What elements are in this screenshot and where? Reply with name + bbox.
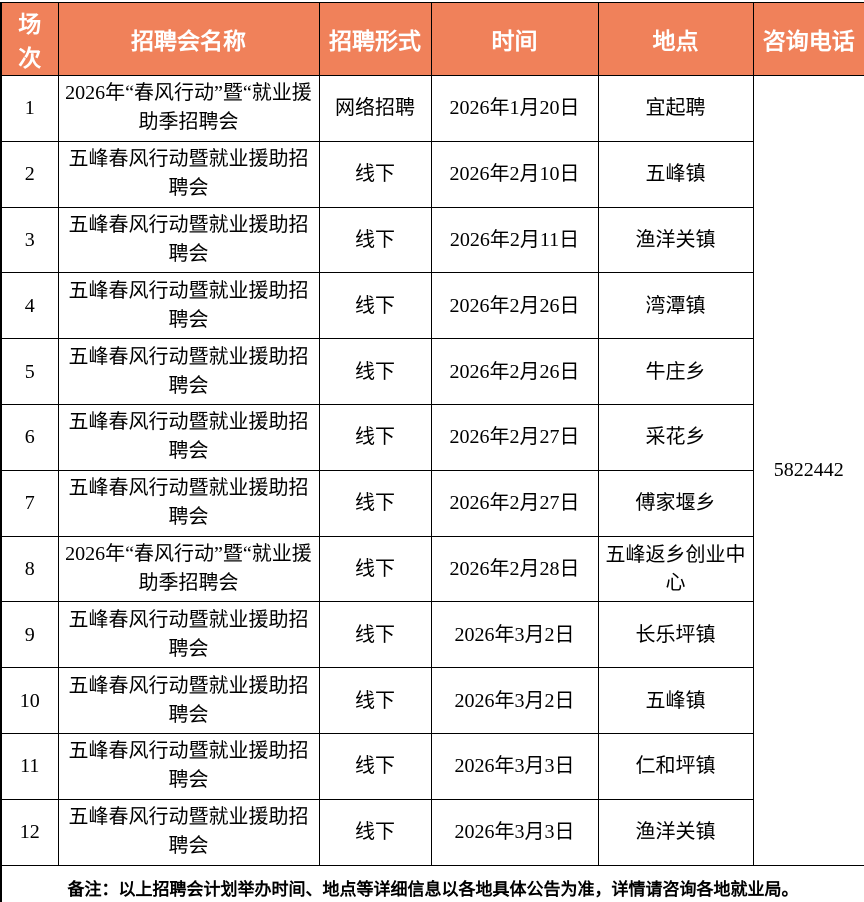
- note-text: 备注：以上招聘会计划举办时间、地点等详细信息以各地具体公告为准，详情请咨询各地就…: [0, 864, 864, 902]
- cell-recruit-form: 线下: [318, 338, 432, 405]
- cell-date: 2026年3月3日: [430, 732, 599, 800]
- cell-fair-name: 五峰春风行动暨就业援助招聘会: [57, 469, 320, 537]
- table-row: 2 五峰春风行动暨就业援助招聘会 线下 2026年2月10日 五峰镇: [0, 140, 864, 208]
- cell-fair-name: 2026年“春风行动”暨“就业援助季招聘会: [57, 75, 320, 142]
- cell-recruit-form: 线下: [318, 206, 432, 274]
- cell-date: 2026年2月26日: [430, 338, 599, 405]
- table-footer: 备注：以上招聘会计划举办时间、地点等详细信息以各地具体公告为准，详情请咨询各地就…: [0, 864, 864, 902]
- cell-date: 2026年3月2日: [430, 667, 599, 734]
- table-row: 8 2026年“春风行动”暨“就业援助季招聘会 线下 2026年2月28日 五峰…: [0, 535, 864, 603]
- cell-date: 2026年3月2日: [430, 601, 599, 669]
- cell-date: 2026年2月27日: [430, 469, 599, 537]
- cell-date: 2026年2月26日: [430, 272, 599, 340]
- cell-date: 2026年3月3日: [430, 798, 599, 866]
- cell-seq: 7: [0, 469, 59, 537]
- cell-recruit-form: 线下: [318, 403, 432, 471]
- table-row: 5 五峰春风行动暨就业援助招聘会 线下 2026年2月26日 牛庄乡: [0, 338, 864, 405]
- cell-recruit-form: 网络招聘: [318, 75, 432, 142]
- cell-date: 2026年2月27日: [430, 403, 599, 471]
- cell-date: 2026年2月10日: [430, 140, 599, 208]
- cell-fair-name: 五峰春风行动暨就业援助招聘会: [57, 272, 320, 340]
- cell-seq: 5: [0, 338, 59, 405]
- cell-recruit-form: 线下: [318, 469, 432, 537]
- cell-seq: 1: [0, 75, 59, 142]
- cell-date: 2026年2月28日: [430, 535, 599, 603]
- cell-date: 2026年1月20日: [430, 75, 599, 142]
- table-row: 12 五峰春风行动暨就业援助招聘会 线下 2026年3月3日 渔洋关镇: [0, 798, 864, 866]
- cell-fair-name: 五峰春风行动暨就业援助招聘会: [57, 403, 320, 471]
- cell-place: 五峰镇: [597, 667, 754, 734]
- cell-fair-name: 2026年“春风行动”暨“就业援助季招聘会: [57, 535, 320, 603]
- cell-seq: 8: [0, 535, 59, 603]
- cell-recruit-form: 线下: [318, 272, 432, 340]
- table-header: 场次 招聘会名称 招聘形式 时间 地点 咨询电话: [0, 2, 864, 76]
- header-location: 地点: [597, 2, 754, 76]
- cell-recruit-form: 线下: [318, 798, 432, 866]
- cell-place: 五峰返乡创业中心: [597, 535, 754, 603]
- header-time: 时间: [430, 2, 599, 76]
- cell-fair-name: 五峰春风行动暨就业援助招聘会: [57, 732, 320, 800]
- cell-fair-name: 五峰春风行动暨就业援助招聘会: [57, 338, 320, 405]
- table-row: 1 2026年“春风行动”暨“就业援助季招聘会 网络招聘 2026年1月20日 …: [0, 75, 864, 866]
- cell-fair-name: 五峰春风行动暨就业援助招聘会: [57, 798, 320, 866]
- cell-recruit-form: 线下: [318, 732, 432, 800]
- cell-seq: 6: [0, 403, 59, 471]
- cell-recruit-form: 线下: [318, 535, 432, 603]
- header-session: 场次: [0, 2, 59, 76]
- cell-seq: 2: [0, 140, 59, 208]
- note-row: 备注：以上招聘会计划举办时间、地点等详细信息以各地具体公告为准，详情请咨询各地就…: [0, 864, 864, 902]
- cell-place: 采花乡: [597, 403, 754, 471]
- cell-place: 五峰镇: [597, 140, 754, 208]
- cell-place: 长乐坪镇: [597, 601, 754, 669]
- cell-recruit-form: 线下: [318, 667, 432, 734]
- cell-date: 2026年2月11日: [430, 206, 599, 274]
- table-row: 6 五峰春风行动暨就业援助招聘会 线下 2026年2月27日 采花乡: [0, 403, 864, 471]
- cell-seq: 4: [0, 272, 59, 340]
- table-body: 1 2026年“春风行动”暨“就业援助季招聘会 网络招聘 2026年1月20日 …: [0, 75, 864, 866]
- table-row: 10 五峰春风行动暨就业援助招聘会 线下 2026年3月2日 五峰镇: [0, 667, 864, 734]
- table-row: 7 五峰春风行动暨就业援助招聘会 线下 2026年2月27日 傅家堰乡: [0, 469, 864, 537]
- cell-fair-name: 五峰春风行动暨就业援助招聘会: [57, 140, 320, 208]
- header-recruit-form: 招聘形式: [318, 2, 432, 76]
- cell-seq: 3: [0, 206, 59, 274]
- table-row: 9 五峰春风行动暨就业援助招聘会 线下 2026年3月2日 长乐坪镇: [0, 601, 864, 669]
- cell-place: 宜起聘: [597, 75, 754, 142]
- header-row: 场次 招聘会名称 招聘形式 时间 地点 咨询电话: [0, 2, 864, 76]
- cell-fair-name: 五峰春风行动暨就业援助招聘会: [57, 601, 320, 669]
- cell-seq: 11: [0, 732, 59, 800]
- cell-fair-name: 五峰春风行动暨就业援助招聘会: [57, 206, 320, 274]
- cell-seq: 12: [0, 798, 59, 866]
- cell-fair-name: 五峰春风行动暨就业援助招聘会: [57, 667, 320, 734]
- cell-place: 傅家堰乡: [597, 469, 754, 537]
- table-row: 11 五峰春风行动暨就业援助招聘会 线下 2026年3月3日 仁和坪镇: [0, 732, 864, 800]
- cell-seq: 10: [0, 667, 59, 734]
- cell-place: 仁和坪镇: [597, 732, 754, 800]
- table-row: 4 五峰春风行动暨就业援助招聘会 线下 2026年2月26日 湾潭镇: [0, 272, 864, 340]
- cell-recruit-form: 线下: [318, 140, 432, 208]
- cell-recruit-form: 线下: [318, 601, 432, 669]
- cell-seq: 9: [0, 601, 59, 669]
- cell-place: 湾潭镇: [597, 272, 754, 340]
- cell-place: 渔洋关镇: [597, 206, 754, 274]
- cell-place: 牛庄乡: [597, 338, 754, 405]
- cell-phone-merged: 5822442: [752, 75, 864, 866]
- header-fair-name: 招聘会名称: [57, 2, 320, 76]
- header-phone: 咨询电话: [752, 2, 864, 76]
- cell-place: 渔洋关镇: [597, 798, 754, 866]
- table-row: 3 五峰春风行动暨就业援助招聘会 线下 2026年2月11日 渔洋关镇: [0, 206, 864, 274]
